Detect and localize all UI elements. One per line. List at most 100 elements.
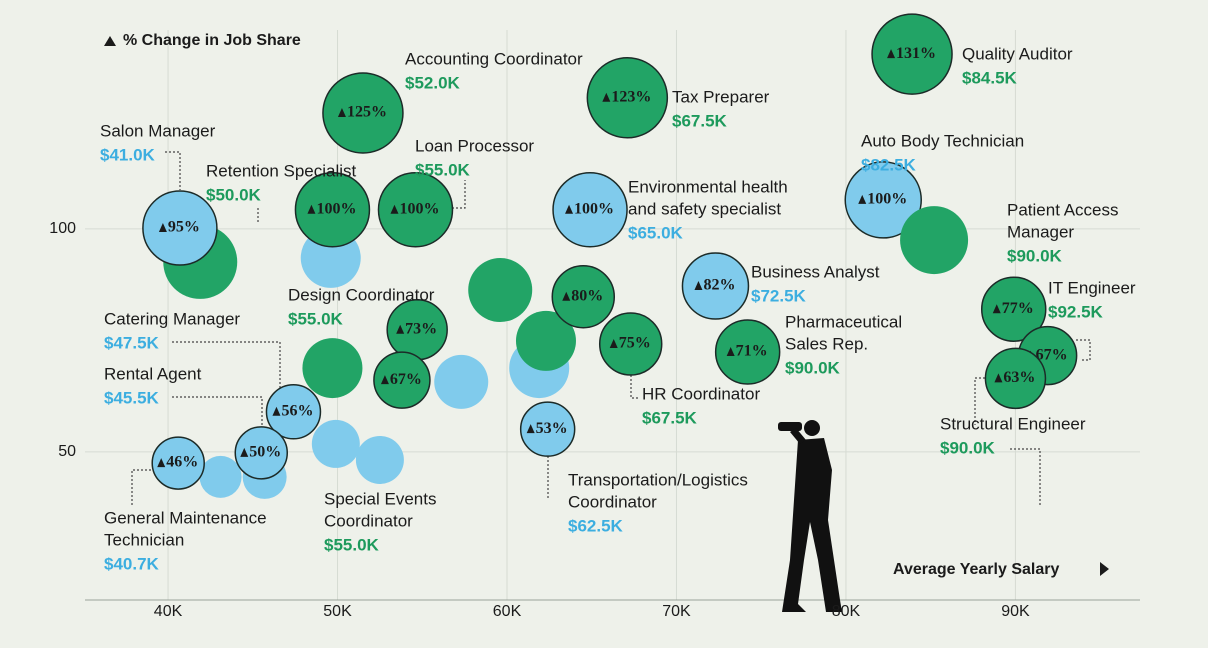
job-name: Structural Engineer [940, 414, 1086, 433]
bubble [234, 426, 289, 480]
leader [172, 341, 281, 396]
bubble [900, 206, 969, 275]
salary-label: $55.0K [324, 535, 380, 554]
job-name: and safety specialist [628, 199, 781, 218]
job-name: HR Coordinator [642, 384, 760, 403]
bubble [980, 276, 1047, 342]
change-label: 53% [536, 420, 568, 437]
up-arrow [602, 92, 611, 102]
job-name: Catering Manager [104, 309, 240, 328]
up-arrow [562, 291, 571, 301]
job-name: General Maintenance [104, 508, 267, 527]
job-name: Technician [104, 530, 184, 549]
bubble [355, 435, 404, 484]
change-label: 73% [405, 320, 437, 337]
up-arrow [307, 204, 316, 214]
up-arrow [390, 204, 399, 214]
salary-label: $41.0K [100, 145, 156, 164]
up-arrow [565, 204, 574, 214]
salary-label: $67.5K [642, 408, 698, 427]
leader [172, 396, 263, 428]
bubble [586, 57, 669, 139]
job-name: Manager [1007, 222, 1074, 241]
change-label: 80% [571, 287, 603, 304]
leader [974, 377, 985, 425]
bubble [519, 401, 576, 457]
bubble [468, 258, 533, 323]
bubble [311, 419, 360, 468]
up-arrow [272, 406, 281, 416]
change-label: 100% [399, 200, 439, 217]
bubbles: 125% 123% 131% 95% 100% 100% 100% 100% 82% 71% 75%… [142, 13, 1078, 499]
salary-label: $90.0K [1007, 246, 1063, 265]
job-name: Business Analyst [751, 262, 880, 281]
job-name: Tax Preparer [672, 87, 770, 106]
salary-label: $55.0K [415, 160, 471, 179]
x-tick-label: 50K [323, 603, 352, 620]
up-arrow [994, 373, 1003, 383]
x-tick-label: 70K [662, 603, 691, 620]
figure-binoculars [778, 422, 802, 431]
change-label: 82% [703, 277, 735, 294]
x-tick-label: 80K [832, 603, 861, 620]
bubble [151, 436, 205, 490]
bubble [984, 347, 1047, 410]
up-arrow [240, 447, 249, 457]
change-label: 67% [1036, 346, 1068, 363]
salary-label: $52.0K [405, 73, 461, 92]
salary-label: $72.5K [751, 286, 807, 305]
bubble [294, 171, 371, 248]
x-tick-label: 90K [1001, 603, 1030, 620]
leader-lines [131, 151, 1091, 505]
up-arrow [337, 107, 346, 117]
salary-label: $92.5K [1048, 302, 1104, 321]
change-label: 100% [574, 200, 614, 217]
change-label: 46% [166, 454, 198, 471]
bubble [199, 455, 242, 498]
job-name: IT Engineer [1048, 278, 1136, 297]
salary-label: $47.5K [104, 333, 160, 352]
change-label: 50% [249, 443, 281, 460]
up-arrow [157, 458, 166, 468]
up-arrow [694, 281, 703, 291]
job-name: Patient Access [1007, 200, 1119, 219]
leader [1010, 448, 1041, 505]
job-name: Coordinator [324, 511, 413, 530]
salary-label: $67.5K [672, 111, 728, 130]
salary-label: $84.5K [962, 68, 1018, 87]
up-arrow [992, 304, 1001, 314]
change-label: 123% [611, 88, 651, 105]
up-arrow [158, 223, 167, 233]
change-label: 67% [390, 371, 422, 388]
bubble [377, 171, 454, 248]
up-arrow [609, 338, 618, 348]
leader [630, 375, 640, 399]
figure-head [804, 420, 820, 436]
salary-label: $82.5K [861, 155, 917, 174]
salary-label: $65.0K [628, 223, 684, 242]
bubble [434, 354, 489, 409]
figure-arm [790, 428, 806, 444]
job-name: Sales Rep. [785, 334, 868, 353]
y-tick-label: 50 [58, 443, 76, 460]
up-arrow [380, 375, 389, 385]
bubble [844, 161, 922, 239]
bubble [265, 384, 322, 440]
leader [1076, 339, 1091, 361]
job-name: Special Events [324, 489, 436, 508]
change-label: 100% [316, 200, 356, 217]
change-label: 125% [347, 104, 387, 121]
change-label: 71% [736, 343, 768, 360]
up-arrow [396, 324, 405, 334]
y-axis-label: % Change in Job Share [123, 32, 301, 49]
job-name: Environmental health [628, 177, 788, 196]
axis-arrow [1100, 562, 1109, 576]
salary-label: $55.0K [288, 309, 344, 328]
job-name: Retention Specialist [206, 161, 357, 180]
job-name: Accounting Coordinator [405, 49, 583, 68]
bubble [302, 338, 363, 399]
salary-label: $50.0K [206, 185, 262, 204]
x-axis-label: Average Yearly Salary [893, 561, 1059, 578]
job-name: Auto Body Technician [861, 131, 1024, 150]
